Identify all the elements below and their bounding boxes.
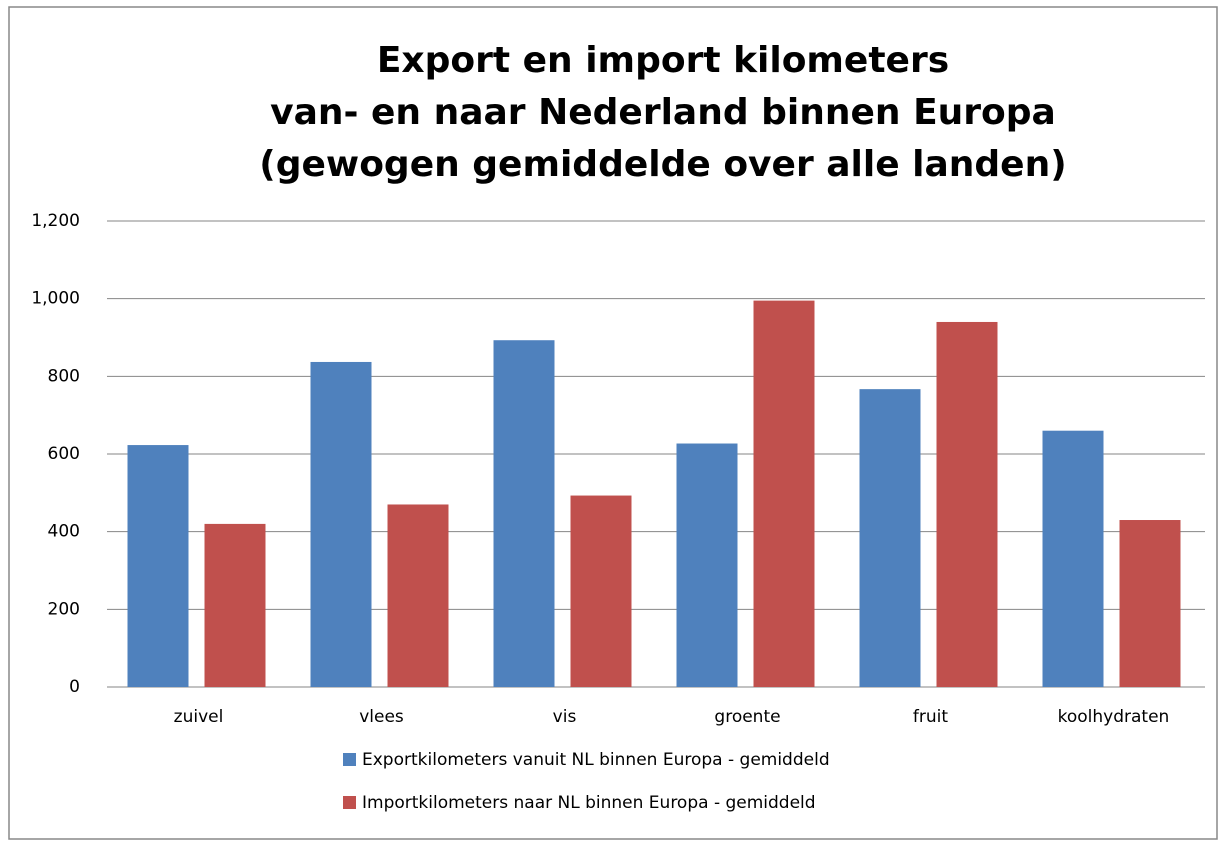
chart-title: (gewogen gemiddelde over alle landen) <box>259 144 1066 185</box>
bar <box>676 443 738 687</box>
bar <box>570 495 632 687</box>
y-tick-label: 1,000 <box>31 289 80 309</box>
x-tick-label: zuivel <box>174 707 224 727</box>
legend-swatch <box>343 753 356 766</box>
y-tick-label: 0 <box>69 677 80 697</box>
bar <box>493 340 555 687</box>
bar <box>204 523 266 687</box>
x-tick-label: vlees <box>359 707 404 727</box>
y-tick-label: 600 <box>48 444 80 464</box>
bar <box>859 389 921 687</box>
y-tick-label: 1,200 <box>31 211 80 231</box>
bar <box>1119 520 1181 687</box>
bar <box>310 361 372 687</box>
bar <box>387 504 449 687</box>
chart-title: Export en import kilometers <box>377 40 949 81</box>
x-tick-label: vis <box>553 707 577 727</box>
y-tick-label: 200 <box>48 599 80 619</box>
bar <box>127 445 189 687</box>
bar <box>936 321 998 687</box>
legend-label: Importkilometers naar NL binnen Europa -… <box>362 793 816 813</box>
legend-swatch <box>343 796 356 809</box>
bar <box>753 300 815 687</box>
x-tick-label: koolhydraten <box>1058 707 1170 727</box>
chart-title: van- en naar Nederland binnen Europa <box>270 92 1056 133</box>
x-tick-label: groente <box>714 707 780 727</box>
y-tick-label: 800 <box>48 366 80 386</box>
x-tick-label: fruit <box>913 707 948 727</box>
legend-label: Exportkilometers vanuit NL binnen Europa… <box>362 750 830 770</box>
y-tick-label: 400 <box>48 522 80 542</box>
chart-border <box>8 6 1218 840</box>
bar <box>1042 430 1104 687</box>
